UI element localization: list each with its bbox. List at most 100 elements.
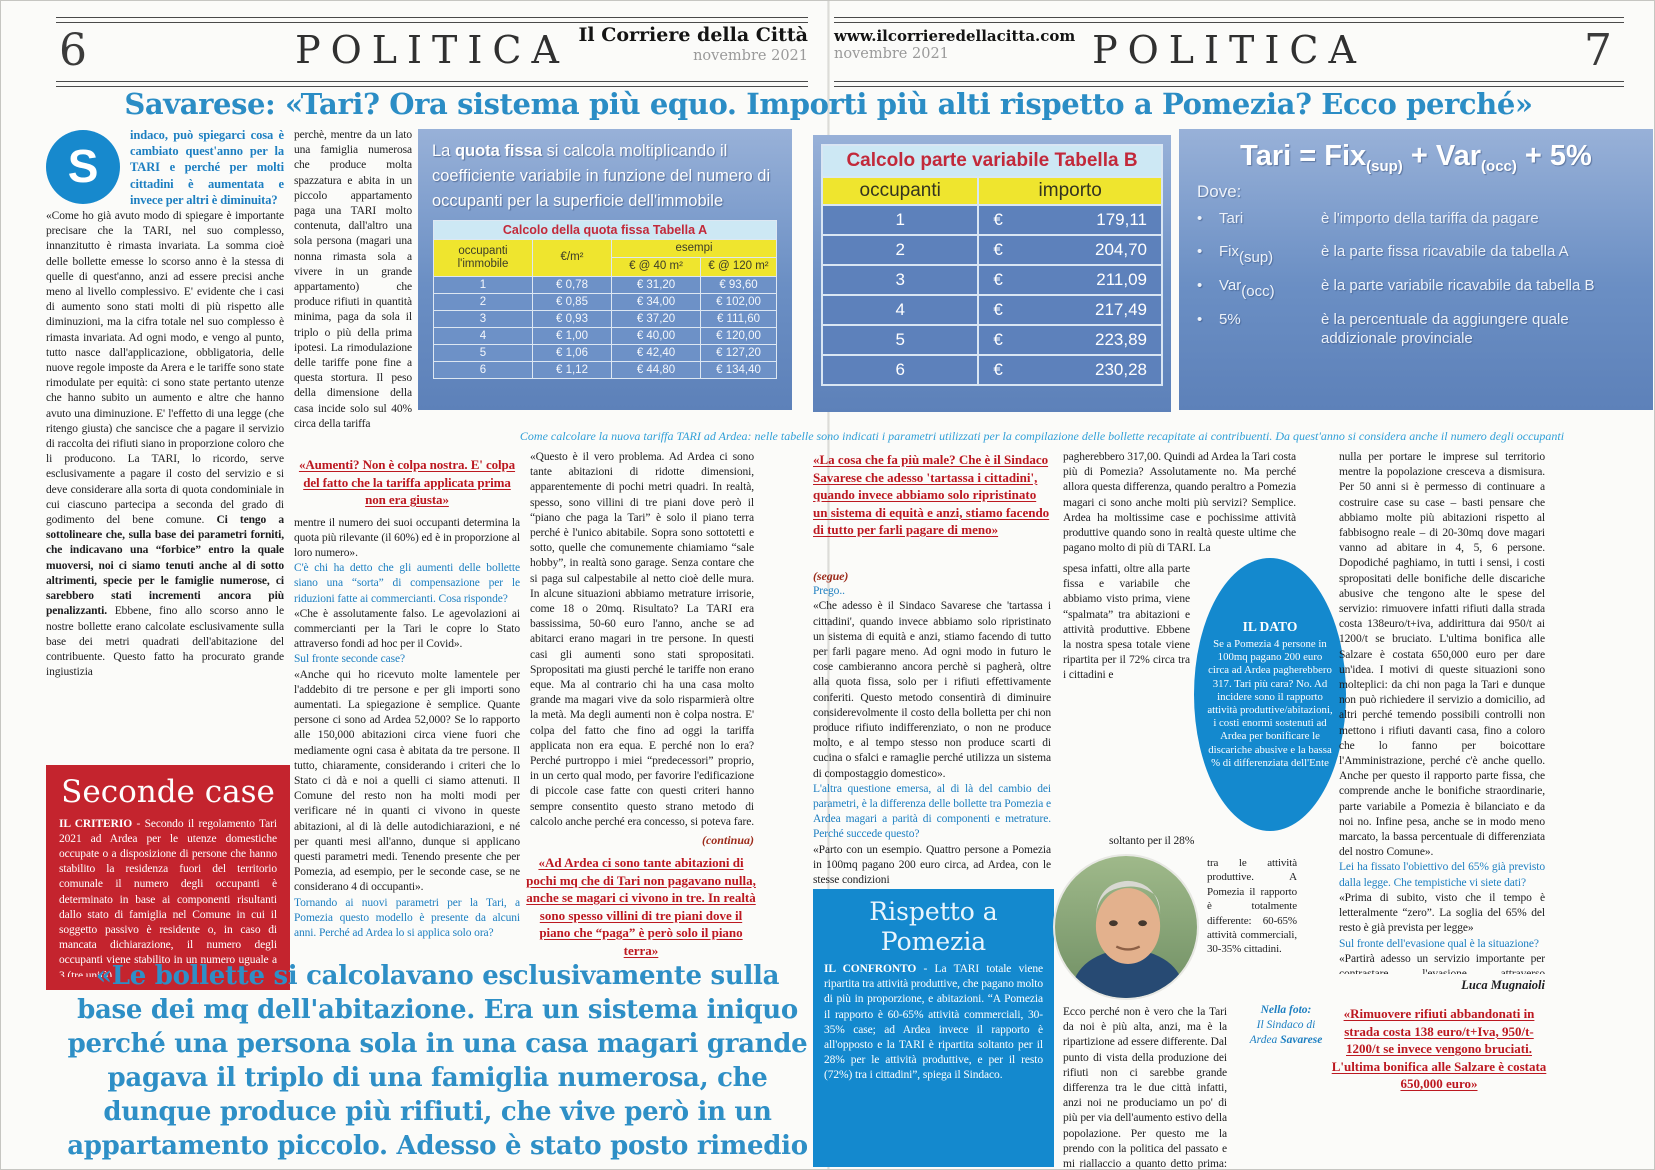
formula-sub: (occ) (1481, 158, 1517, 175)
page-number-right: 7 (1584, 25, 1612, 76)
formula-row: • 5% è la percentuale da aggiungere quale … (1197, 311, 1635, 349)
cell: € 134,40 (700, 360, 777, 379)
pomezia-box-body: IL CONFRONTO - La TARI totale viene ripa… (824, 962, 1043, 1169)
site-url: www.ilcorrieredellacitta.com (834, 27, 1076, 45)
formula-part: + 5% (1516, 140, 1592, 172)
cell: € 0,93 (532, 309, 612, 328)
sindaco-photo (1053, 854, 1199, 1000)
pull-quote-red: «La cosa che fa più male? Che è il Sinda… (813, 452, 1050, 537)
value: 223,89 (1095, 330, 1147, 349)
article-column-2: «Aumenti? Non è colpa nostra. E' colpa d… (294, 456, 520, 990)
table-row: 3 €211,09 (820, 264, 1163, 296)
header-rule-bottom-left (56, 81, 808, 87)
paragraph: «Che adesso è il Sindaco Savarese che 't… (813, 600, 1051, 780)
bullet-icon: • (1197, 243, 1203, 261)
article-column-6: nulla per portare le imprese sul territo… (1339, 450, 1545, 974)
interview-question: L'altra questione emersa, al di là del c… (813, 782, 1051, 841)
interview-question: Prego.. (813, 585, 845, 598)
formula-title: Tari = Fix(sup) + Var(occ) + 5% (1197, 140, 1635, 176)
photo-caption-lead: Nella foto: (1260, 1004, 1312, 1016)
value: 217,49 (1095, 300, 1147, 319)
article-column-5: pagherebbero 317,00. Quindi ad Ardea la … (1063, 451, 1296, 555)
desc: è la percentuale da aggiungere quale add… (1321, 310, 1569, 347)
cell: €230,28 (977, 354, 1163, 386)
bullet-icon: • (1197, 277, 1203, 294)
cell: € 93,60 (700, 275, 777, 294)
article-column-5-line: soltanto per il 28% (1109, 835, 1195, 847)
table-row: 6 €230,28 (820, 354, 1163, 386)
currency: € (993, 360, 1003, 379)
article-column-3: «Questo è il vero problema. Ad Ardea ci … (530, 451, 754, 828)
tabella-a: Calcolo della quota fissa Tabella A occu… (433, 220, 777, 379)
table-row: 1 €179,11 (820, 204, 1163, 236)
cell: € 120,00 (700, 326, 777, 345)
interview-question: Sul fronte dell'evasione qual è la situa… (1339, 937, 1539, 950)
pomezia-box-title: Rispetto a Pomezia (869, 897, 998, 956)
tables-caption: Come calcolare la nuova tariffa TARI ad … (519, 429, 1565, 443)
tabella-b: Calcolo parte variabile Tabella B occupa… (820, 144, 1163, 386)
dropcap-s: S (46, 130, 120, 204)
cell: €179,11 (977, 204, 1163, 236)
author-byline: Luca Mugnaioli (1461, 978, 1545, 992)
tabella-b-col-importo: importo (977, 176, 1163, 206)
paragraph: mentre il numero dei suoi occupanti dete… (294, 516, 520, 559)
desc: è la parte variabile ricavabile da tabel… (1321, 277, 1595, 294)
article-column-5-tail: Ecco perché non è vero che la Tari da no… (1063, 1006, 1227, 1169)
currency: € (993, 270, 1003, 289)
article-column-5-narrow: spesa infatti, oltre alla parte fissa e … (1063, 563, 1190, 682)
paragraph: «Che è assolutamente falso. Le agevolazi… (294, 607, 520, 651)
heading-part-1: La (432, 142, 455, 160)
photo-caption-name: Savarese (1280, 1034, 1323, 1046)
formula-dove: Dove: (1197, 181, 1242, 201)
header-rule-top-right (834, 17, 1624, 23)
big-blue-quote: «Le bollette si calcolavano esclusivamen… (67, 961, 808, 1169)
cell: 3 (433, 309, 533, 328)
pull-quote-red: «Ad Ardea ci sono tante abitazioni di po… (526, 855, 756, 958)
cell: € 0,78 (532, 275, 612, 294)
tabella-a-col-occupanti: occupanti l'immobile (433, 239, 533, 277)
il-dato-body: Se a Pomezia 4 persone in 100mq pagano 2… (1207, 637, 1333, 769)
tabella-b-title: Calcolo parte variabile Tabella B (821, 144, 1163, 178)
seconde-case-title: Seconde case (61, 774, 275, 810)
heading-part-2: si calcola moltiplicando il coefficiente… (432, 142, 771, 210)
bullet-icon: • (1197, 310, 1203, 328)
section-title-left: POLITICA (295, 28, 569, 72)
tabella-a-col-euro-mq: €/m² (532, 239, 612, 277)
masthead-title: Il Corriere della Città (578, 24, 809, 46)
currency: € (993, 210, 1003, 229)
cell: 5 (820, 324, 980, 356)
table-row: 5 € 1,06 € 42,40 € 127,20 (433, 343, 777, 362)
photo-caption: Nella foto: Il Sindaco di Ardea Savarese (1233, 1003, 1339, 1048)
cell: € 0,85 (532, 292, 612, 311)
cell: € 127,20 (700, 343, 777, 362)
currency: € (993, 330, 1003, 349)
cell: € 1,06 (532, 343, 612, 362)
continua-tag: (continua) (701, 833, 754, 847)
cell: € 42,40 (611, 343, 701, 362)
seconde-case-lead: IL CRITERIO (59, 817, 133, 830)
masthead-date: novembre 2021 (693, 47, 808, 64)
term: Var (1219, 277, 1242, 294)
cell: 6 (433, 360, 533, 379)
formula-row: • Tari è l'importo della tariffa da pagare (1197, 210, 1635, 235)
cell: 1 (820, 204, 980, 236)
cell: 5 (433, 343, 533, 362)
page-gutter (827, 1, 830, 1169)
paragraph: «Parto con un esempio. Quattro persone a… (813, 843, 1051, 885)
cell: 3 (820, 264, 980, 296)
seconde-case-text: - Secondo il regolamento Tari 2021 ad Ar… (59, 817, 277, 977)
cell: € 31,20 (611, 275, 701, 294)
tabella-a-col-40mq: € @ 40 m² (611, 257, 701, 277)
cell: €204,70 (977, 234, 1163, 266)
photo-caption-line: Il Sindaco di (1256, 1019, 1316, 1031)
il-dato-circle: IL DATO Se a Pomezia 4 persone in 100mq … (1194, 558, 1346, 831)
article-column-2-top: perchè, mentre da un lato una famiglia n… (294, 129, 412, 430)
formula-row: • Fix(sup) è la parte fissa ricavabile da … (1197, 243, 1635, 268)
header-rule-top-left (56, 17, 808, 23)
interview-question: Sul fronte seconde case? (294, 653, 405, 666)
pull-quote-red-bottom: «Rimuovere rifiuti abbandonati in strada… (1331, 1006, 1547, 1091)
currency: € (993, 300, 1003, 319)
formula-box: Tari = Fix(sup) + Var(occ) + 5% Dove: • T… (1179, 129, 1653, 410)
interview-question: Lei ha fissato l'obiettivo del 65% già p… (1339, 861, 1545, 889)
segue-tag: (segue) (813, 569, 849, 583)
